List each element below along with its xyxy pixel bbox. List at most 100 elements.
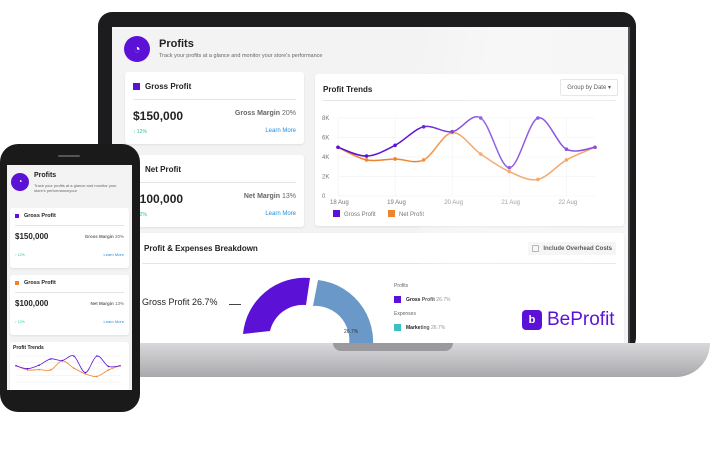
gross-value: $150,000 <box>133 109 184 123</box>
data-point <box>393 143 397 148</box>
phone-screen: ◔ Profits Track your profits at a glance… <box>7 165 132 390</box>
phone-net-card: Gross Profit $100,000 Net Margin 13% ↑ 1… <box>10 275 129 335</box>
y-tick-label: 4K <box>322 155 329 161</box>
gross-color-swatch <box>133 83 140 91</box>
x-tick-label: 20 Aug <box>444 200 463 206</box>
data-point <box>536 116 540 120</box>
beprofit-logo: b BeProfit <box>522 309 615 331</box>
data-point <box>364 154 369 158</box>
donut-slice-gross-profit <box>243 277 310 334</box>
laptop-notch <box>333 343 453 351</box>
donut-callout: Gross Profit 26.7% <box>142 297 218 307</box>
checkbox-icon <box>532 245 540 252</box>
x-tick-label: 19 Aug <box>387 200 406 206</box>
profit-trends-chart: 0 2K 4K 6K 8K 18 Aug 19 Aug 20 Aug 21 Aug 22 Aug G… <box>322 116 597 218</box>
legend-label: Gross Profit <box>344 212 376 218</box>
data-point <box>478 152 483 156</box>
data-point <box>96 375 98 378</box>
phone-subtitle: Track your profits at a glance and monit… <box>34 183 117 193</box>
legend-profits-heading: Profits <box>394 283 409 289</box>
gauge-icon: ◔ <box>124 36 150 62</box>
breakdown-card: Profit & Expenses Breakdown Include Over… <box>112 233 624 343</box>
gross-profit-card: Gross Profit $150,000 Gross Margin 20% ↑… <box>125 72 304 144</box>
y-tick-label: 0 <box>322 194 326 200</box>
data-point <box>49 358 52 360</box>
data-point <box>478 116 483 120</box>
data-point <box>393 157 397 161</box>
gross-margin: 20% <box>281 110 296 117</box>
page-title: Profits <box>159 38 194 50</box>
net-value: $100,000 <box>133 192 184 206</box>
phone-net-value: $100,000 <box>15 299 49 308</box>
legend-label: Net Profit <box>399 212 424 218</box>
data-point <box>38 368 40 371</box>
data-point <box>564 147 569 151</box>
series-line-gross-profit <box>15 355 121 373</box>
y-tick-label: 6K <box>322 136 329 142</box>
gross-learn-more-link[interactable]: Learn More <box>265 128 296 134</box>
gross-change: 12% <box>136 129 147 135</box>
phone-trends-title: Profit Trends <box>13 345 44 351</box>
x-tick-label: 21 Aug <box>501 200 520 206</box>
y-tick-label: 8K <box>322 116 329 122</box>
profit-trends-card: Profit Trends Group by Date ▾ 0 2K 4K 6K 8K 1… <box>315 74 624 226</box>
callout-line <box>229 304 241 305</box>
data-point <box>119 364 121 367</box>
phone-title: Profits <box>34 172 57 179</box>
data-point <box>450 129 455 134</box>
page-subtitle: Track your profits at a glance and monit… <box>159 53 323 59</box>
data-point <box>49 369 52 371</box>
net-change: 12% <box>136 212 147 218</box>
data-point <box>421 158 426 162</box>
x-tick-label: 22 Aug <box>558 200 577 206</box>
phone-gross-card: Gross Profit $150,000 Gross Margin 20% ↑… <box>10 208 129 268</box>
y-tick-label: 2K <box>322 175 329 181</box>
arrow-up-icon: ↑ <box>133 129 136 135</box>
data-point <box>26 367 29 370</box>
data-point <box>15 364 17 367</box>
slice-label: 26.7% <box>344 329 359 335</box>
data-point <box>107 365 110 368</box>
net-profit-card: Net Profit $100,000 Net Margin 13% ↑ 12%… <box>125 155 304 227</box>
net-margin: 13% <box>281 193 296 200</box>
data-point <box>96 355 98 357</box>
gross-title: Gross Profit <box>145 82 192 91</box>
caret-down-icon: ▾ <box>607 85 611 91</box>
net-learn-more-link[interactable]: Learn More <box>265 211 296 217</box>
net-title: Net Profit <box>145 165 181 174</box>
data-point <box>421 124 426 129</box>
data-point <box>84 371 87 374</box>
phone-learn-more-link[interactable]: Learn More <box>103 252 124 257</box>
phone-speaker <box>58 155 80 157</box>
beprofit-logo-icon: b <box>522 310 542 330</box>
legend-expenses-heading: Expenses <box>394 311 416 317</box>
data-point <box>336 145 340 150</box>
include-overhead-checkbox[interactable]: Include Overhead Costs <box>528 242 616 256</box>
gauge-icon: ◔ <box>11 173 29 191</box>
data-point <box>84 373 87 375</box>
data-point <box>107 369 110 371</box>
data-point <box>26 369 29 371</box>
trends-title: Profit Trends <box>323 85 373 94</box>
data-point <box>507 169 512 174</box>
data-point <box>72 355 75 357</box>
series-line-gross-profit <box>337 116 596 169</box>
group-by-date-dropdown[interactable]: Group by Date ▾ <box>560 79 618 96</box>
data-point <box>72 367 75 369</box>
breakdown-donut <box>243 277 374 343</box>
legend-item-gross-profit: Gross Profit 26.7% <box>394 296 450 303</box>
data-point <box>38 364 40 366</box>
legend-swatch <box>333 210 340 217</box>
legend-swatch <box>388 210 395 217</box>
legend-item-marketing: Marketing 26.7% <box>394 324 445 331</box>
gross-margin-label: Gross Margin <box>234 110 281 117</box>
data-point <box>564 158 569 162</box>
net-margin-label: Net Margin <box>243 193 281 200</box>
laptop-screen: ◔ Profits Track your profits at a glance… <box>112 27 628 343</box>
data-point <box>61 359 64 362</box>
breakdown-title: Profit & Expenses Breakdown <box>144 244 258 253</box>
data-point <box>536 177 540 182</box>
phone-learn-more-link[interactable]: Learn More <box>103 319 124 324</box>
series-line-net-profit <box>337 131 596 181</box>
x-tick-label: 18 Aug <box>330 200 349 206</box>
